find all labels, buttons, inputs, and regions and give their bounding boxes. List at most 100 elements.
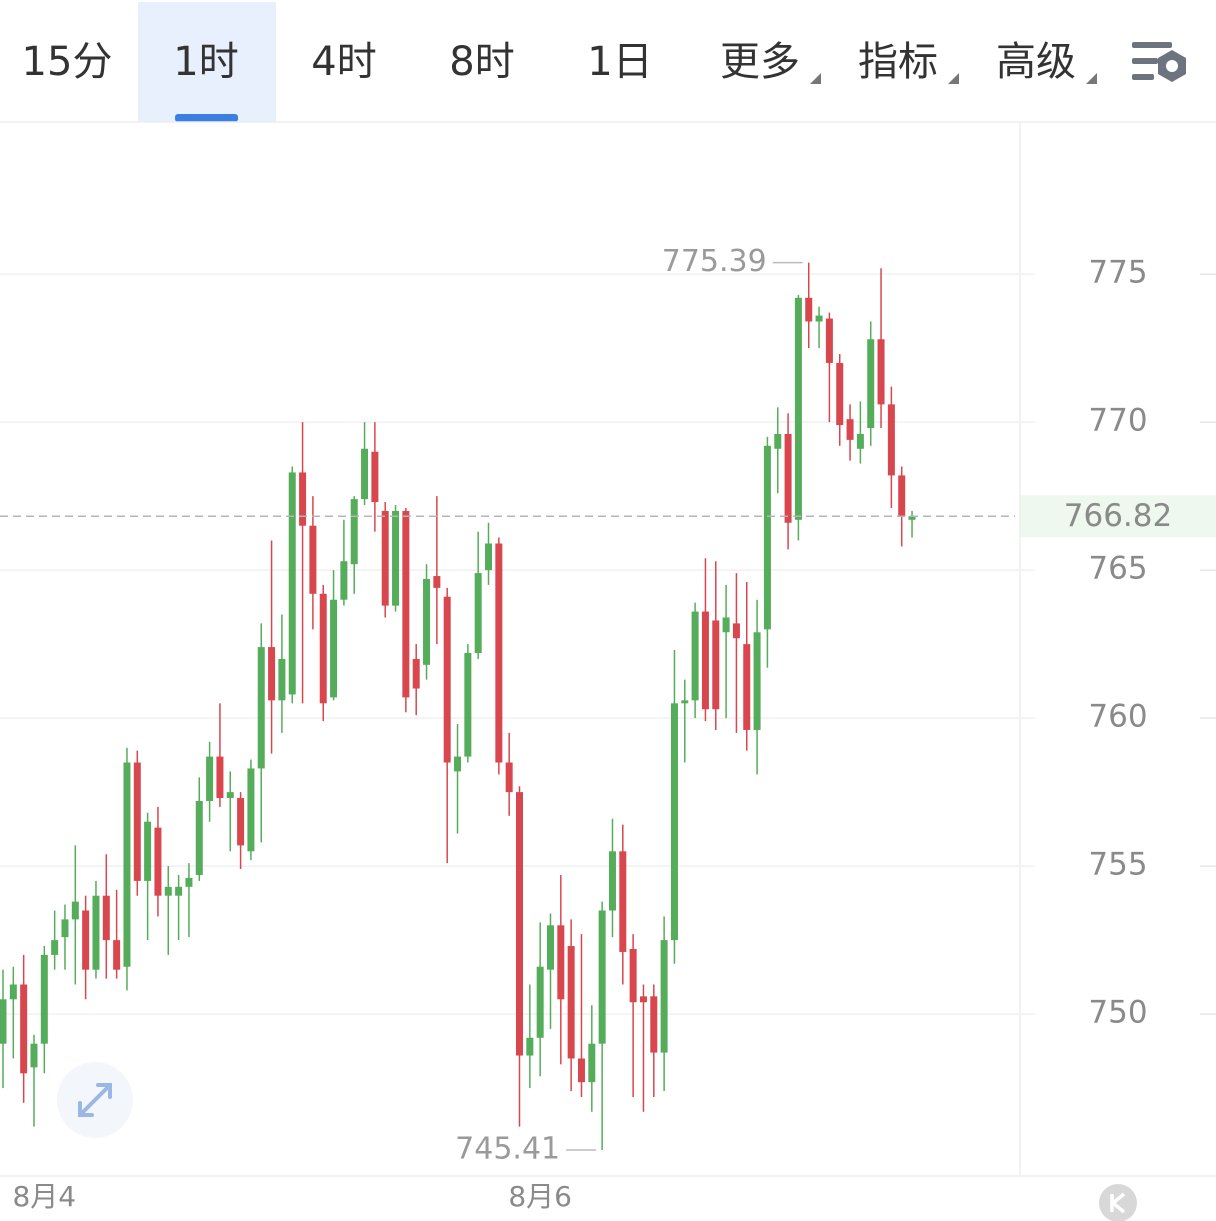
candle-body [40,954,48,1044]
candle-body [433,576,441,588]
overlays: 766.82 775.39 745.41 [0,244,1216,1166]
candle-body [20,984,28,1074]
candle-body [743,644,751,730]
y-tick-label: 760 [1088,699,1147,735]
candle-body [588,1043,596,1083]
candle-body [51,940,59,955]
candle-body [660,940,668,1053]
candle-body [381,510,389,606]
last-price-label: 766.82 [1064,498,1172,534]
candle-body [464,652,472,757]
tab[interactable]: 更多 [720,39,800,85]
candle-body [805,297,813,322]
candle-body [71,901,79,920]
candle-body [309,525,317,594]
candle-body [598,910,606,1044]
candle-body [350,499,358,565]
candle-body [794,297,802,520]
expand-button[interactable] [57,1062,133,1138]
candle-body [361,448,369,500]
candle-body [123,762,131,967]
candle-body [867,339,875,429]
dropdown-caret [810,73,821,84]
candle-body [629,948,637,1003]
candle-body [691,611,699,701]
candle-body [763,445,771,630]
candle-body [681,700,689,704]
candle-body [526,1037,534,1056]
candle-body [898,475,906,517]
candle-body [887,404,895,476]
dropdown-caret [948,73,959,84]
tab[interactable]: 4时 [311,39,376,85]
candle-body [712,620,720,710]
last-price-bg [1021,495,1216,538]
candle-body [650,996,658,1053]
candle-body [567,946,575,1059]
candle-body [443,596,451,763]
candle-body [154,827,162,896]
candle-body [0,999,7,1044]
candle-body [536,966,544,1038]
tab[interactable]: 8时 [449,39,514,85]
candle-body [144,821,152,881]
tab[interactable]: 1日 [587,39,652,85]
candle-body [195,800,203,875]
candle-body [846,419,854,440]
active-tab-indicator [175,114,238,122]
candle-body [164,886,172,896]
y-tick-label: 755 [1088,847,1147,883]
candle-body [299,472,307,526]
candle-body [206,756,214,801]
candle-body [288,472,296,695]
candle-body [753,632,761,730]
candle-body [505,762,513,793]
candle-body [175,886,183,896]
candle-body [722,617,730,633]
candle-body [257,647,265,769]
candle-body [454,756,462,772]
candle-body [639,996,647,1003]
candle-body [371,451,379,503]
candle-body [670,703,678,941]
candle-body [815,315,823,322]
candle-body [247,768,255,852]
active-tab-bg [138,2,276,122]
candle-body [30,1043,38,1068]
candle-body [9,984,17,1000]
y-tick-label: 775 [1088,255,1147,291]
y-tick-label: 750 [1088,995,1147,1031]
candle-body [774,433,782,449]
candle-body [877,339,885,405]
settings-icon[interactable] [1132,42,1186,82]
candles [0,262,916,1150]
candle-body [485,543,493,571]
tab[interactable]: 1时 [173,39,238,85]
candle-body [836,362,844,426]
candle-body [577,1058,585,1083]
k-button[interactable] [1099,1184,1137,1221]
y-tick-label: 770 [1088,403,1147,439]
candle-body [102,895,110,941]
candle-body [825,318,833,363]
tab[interactable]: 指标 [858,39,938,85]
dropdown-caret [1086,73,1097,84]
tab[interactable]: 15分 [22,39,113,85]
grid: 750 755 760 765 770 775 [0,255,1216,1031]
x-tick-label: 8月6 [508,1180,572,1213]
candle-body [474,573,482,653]
candle-body [82,910,90,970]
candle-body [423,578,431,665]
candle-body [619,851,627,952]
candle-body [392,510,400,606]
y-tick-label: 765 [1088,551,1147,587]
candle-body [516,792,523,1056]
candle-body [237,798,245,846]
candle-body [185,877,193,887]
candle-body [732,623,740,639]
max-label: 775.39 [662,244,767,279]
candle-body [784,433,792,523]
tab[interactable]: 高级 [996,39,1076,85]
candle-body [495,543,503,763]
